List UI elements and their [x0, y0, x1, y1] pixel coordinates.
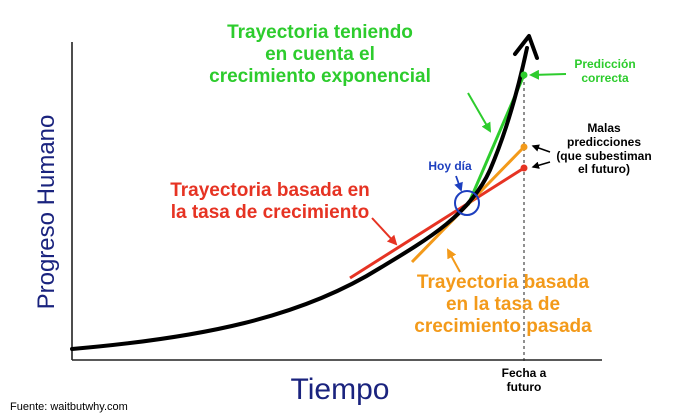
rate-trajectory-label: Trayectoria basada en la tasa de crecimi…	[170, 180, 370, 223]
rate-trajectory-line	[349, 166, 525, 280]
past-rate-prediction-dot	[520, 143, 528, 151]
correct-pointer	[529, 69, 567, 80]
rate-pointer	[371, 217, 398, 246]
rate-prediction-dot	[520, 164, 528, 172]
source-label: Fuente: waitbutwhy.com	[10, 401, 128, 413]
y-axis-label: Progreso Humano	[33, 114, 60, 310]
today-circle	[454, 190, 480, 216]
progress-curve-arrowhead	[513, 34, 539, 60]
exponential-pointer	[467, 92, 492, 133]
bad-pointer-orange	[531, 144, 551, 153]
past-rate-trajectory-label: Trayectoria basada en la tasa de crecimi…	[414, 272, 592, 337]
today-pointer	[454, 175, 463, 192]
bad-predictions-label: Malas predicciones (que subestiman el fu…	[556, 121, 652, 177]
exponential-annotation: Trayectoria teniendo en cuenta el crecim…	[209, 22, 431, 87]
correct-prediction-dot	[520, 71, 528, 79]
x-axis-label: Tiempo	[290, 373, 390, 406]
today-label: Hoy día	[428, 159, 472, 173]
past-rate-pointer	[447, 248, 461, 273]
bad-pointer-red	[531, 161, 551, 169]
progress-curve	[70, 46, 529, 351]
correct-prediction-label: Predicción correcta	[574, 57, 636, 85]
future-date-label: Fecha a futuro	[501, 366, 547, 394]
